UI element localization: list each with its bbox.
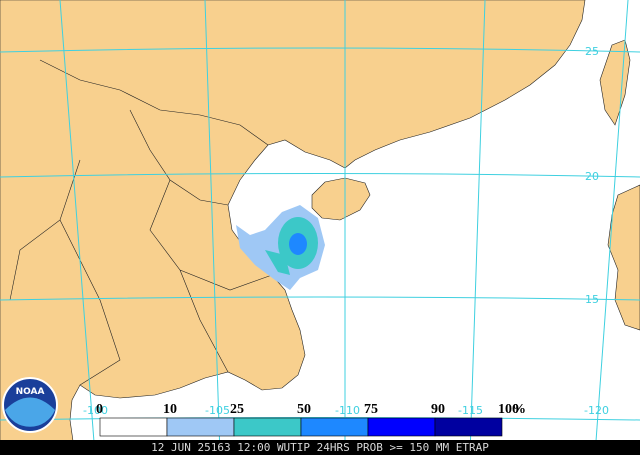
lon-label: -120 (584, 404, 609, 417)
legend-swatch (166, 417, 235, 437)
legend-label: 50 (297, 402, 311, 417)
footer: 12 JUN 25163 12:00 WUTIP 24HRS PROB >= 1… (151, 441, 489, 454)
legend-label: 10 (163, 402, 177, 417)
grid-line (594, 0, 629, 455)
grid-line (0, 47, 640, 53)
legend-label: 90 (431, 402, 445, 417)
grid-line (59, 0, 96, 455)
footer-bar (0, 440, 640, 455)
border (9, 59, 273, 386)
grid-line (469, 0, 486, 455)
legend-swatch (367, 417, 436, 437)
legend-swatch (233, 417, 302, 437)
lat-label: 15 (585, 293, 599, 306)
legend-swatch (434, 417, 503, 437)
legend-unit: % (512, 402, 526, 417)
legend-label: 75 (364, 402, 378, 417)
lon-label: -105 (205, 404, 230, 417)
rain-area (265, 250, 290, 275)
logo-text: NOAA (16, 387, 45, 397)
grid-line (0, 296, 640, 301)
logo: NOAA (2, 377, 58, 433)
lon-label: -115 (458, 404, 483, 417)
rain-area (289, 233, 307, 255)
grid-labels: 25 20 15 -100 -105 -110 -115 -120 (83, 45, 609, 417)
lon-label: -110 (335, 404, 360, 417)
legend-swatch (99, 417, 168, 437)
legend-label: 100 (498, 402, 519, 417)
grid-line (0, 417, 640, 421)
grid-line (204, 0, 221, 455)
lat-label: 25 (585, 45, 599, 58)
legend-label: 0 (96, 402, 103, 417)
legend-swatch (300, 417, 369, 437)
lat-label: 20 (585, 170, 599, 183)
legend: 0 10 25 50 75 90 100% (96, 402, 526, 437)
grid-line (0, 173, 640, 178)
legend-label: 25 (230, 402, 244, 417)
lon-label: -100 (83, 404, 108, 417)
island (311, 177, 371, 221)
